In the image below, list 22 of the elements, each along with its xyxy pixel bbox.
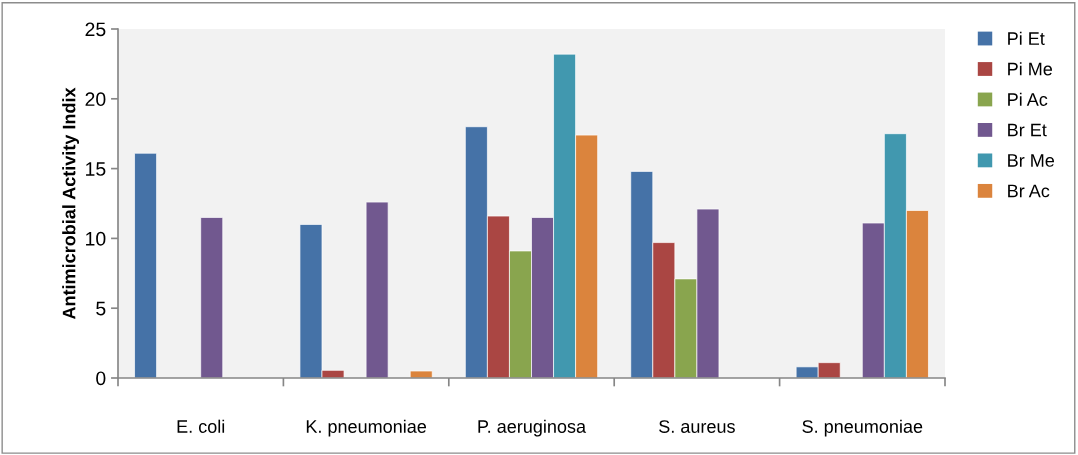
legend-label: Pi Ac [1008,92,1048,106]
x-tick-label: S. aureus [659,420,735,433]
y-tick-label: 15 [86,162,106,176]
bar [409,370,433,378]
legend-label: Pi Me [1008,62,1053,76]
x-tick-label: S. pneumoniae [802,419,923,437]
legend-label: Pi Et [1008,31,1045,45]
y-axis-title: Antimicrobial Activity Indix [62,87,80,320]
y-tick-label: 25 [85,22,106,37]
bar [200,217,224,378]
y-tick-label: 20 [85,92,106,107]
bar [134,152,157,378]
x-tick-label: P. aeruginosa [478,419,587,437]
y-tick-label: 5 [96,301,106,316]
y-tick-label: 10 [86,231,106,246]
legend-label: Br Ac [1008,184,1050,198]
legend-label: Br Me [1008,154,1055,167]
x-tick-label: K. pneumoniae [306,419,427,437]
y-tick-label: 0 [96,371,106,386]
bar [365,201,389,378]
x-tick-label: E. coli [177,419,225,433]
legend-label: Br Et [1008,123,1047,137]
